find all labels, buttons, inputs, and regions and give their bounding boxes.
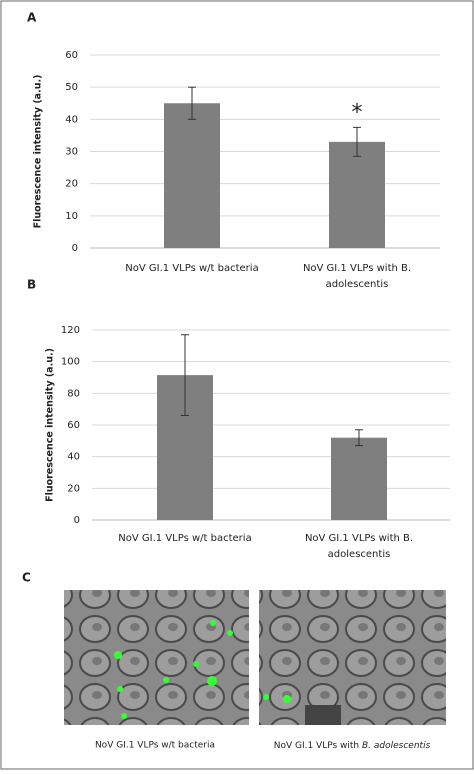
y-tick-label: 120	[61, 325, 80, 336]
y-tick-label: 60	[67, 420, 80, 431]
y-axis-label: Fluorescence intensity (a.u.)	[45, 348, 56, 502]
image-caption: NoV GI.1 VLPs with B. adolescentis	[274, 741, 431, 751]
y-tick-label: 30	[65, 147, 78, 158]
x-tick-label: NoV GI.1 VLPs with B.	[303, 263, 411, 274]
bar	[331, 437, 387, 520]
y-axis-label: Fluorescence intensity (a.u.)	[33, 75, 44, 229]
significance-marker: *	[352, 100, 363, 125]
y-tick-label: 0	[74, 515, 80, 526]
x-tick-label: adolescentis	[326, 279, 389, 290]
x-tick-label: NoV GI.1 VLPs with B.	[305, 533, 413, 544]
image-caption: NoV GI.1 VLPs w/t bacteria	[95, 741, 215, 751]
x-tick-label: NoV GI.1 VLPs w/t bacteria	[118, 533, 251, 544]
panel-label: A	[27, 11, 37, 25]
y-tick-label: 60	[65, 50, 78, 61]
bar	[164, 103, 220, 248]
y-tick-label: 20	[67, 483, 80, 494]
micrograph-left	[64, 590, 249, 725]
y-tick-label: 20	[65, 179, 78, 190]
x-tick-label: NoV GI.1 VLPs w/t bacteria	[125, 263, 258, 274]
y-tick-label: 100	[61, 357, 80, 368]
bar	[329, 141, 385, 248]
panel-label: B	[27, 278, 36, 292]
y-tick-label: 80	[67, 388, 80, 399]
y-tick-label: 0	[72, 243, 78, 254]
y-tick-label: 50	[65, 82, 78, 93]
y-tick-label: 40	[67, 452, 80, 463]
panel-label: C	[22, 571, 31, 585]
y-tick-label: 10	[65, 211, 78, 222]
micrograph-right	[259, 590, 446, 725]
y-tick-label: 40	[65, 114, 78, 125]
x-tick-label: adolescentis	[328, 549, 391, 560]
